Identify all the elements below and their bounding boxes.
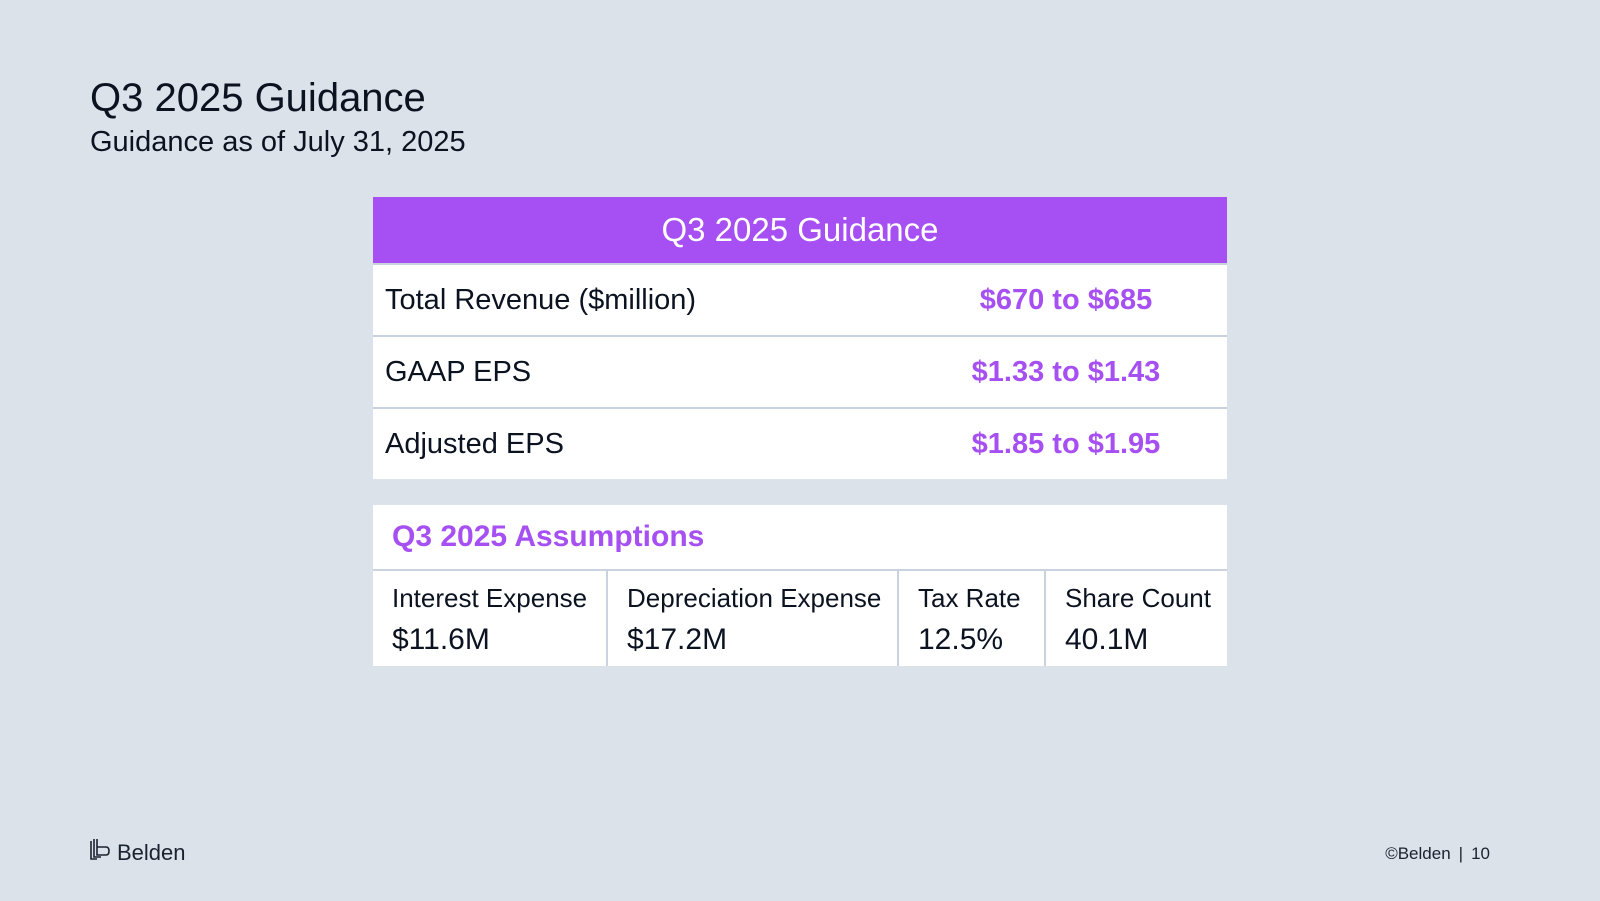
page-subtitle: Guidance as of July 31, 2025 [90,126,466,158]
table-row: GAAP EPS $1.33 to $1.43 [373,335,1227,407]
assumption-label: Depreciation Expense [627,583,882,613]
assumptions-table: Q3 2025 Assumptions Interest Expense $11… [373,505,1227,666]
copyright-text: ©Belden [1385,844,1451,863]
row-value: $1.85 to $1.95 [971,427,1161,460]
belden-logo-icon [89,838,111,868]
assumption-interest-expense: Interest Expense $11.6M [373,571,606,666]
row-value: $670 to $685 [979,283,1153,316]
footer-separator: | [1458,844,1464,863]
assumption-value: $11.6M [392,623,490,656]
page-number: 10 [1471,844,1490,863]
assumptions-title: Q3 2025 Assumptions [373,505,1227,571]
assumption-depreciation-expense: Depreciation Expense $17.2M [606,571,897,666]
assumption-value: 40.1M [1065,623,1149,656]
row-label: GAAP EPS [385,355,532,388]
assumption-label: Share Count [1065,583,1211,613]
row-label: Adjusted EPS [385,427,564,460]
guidance-table: Q3 2025 Guidance Total Revenue ($million… [373,197,1227,479]
guidance-table-header: Q3 2025 Guidance [373,197,1227,263]
page-title: Q3 2025 Guidance [90,76,426,120]
footer-logo: Belden [89,838,186,868]
assumption-label: Tax Rate [918,583,1021,613]
table-row: Total Revenue ($million) $670 to $685 [373,263,1227,335]
assumption-label: Interest Expense [392,583,588,613]
assumption-value: $17.2M [627,623,728,656]
logo-text: Belden [117,840,186,865]
footer-copyright: ©Belden | 10 [1385,844,1490,864]
row-label: Total Revenue ($million) [385,283,697,316]
row-value: $1.33 to $1.43 [971,355,1161,388]
assumption-share-count: Share Count 40.1M [1044,571,1227,666]
assumptions-grid: Interest Expense $11.6M Depreciation Exp… [373,571,1227,666]
assumption-tax-rate: Tax Rate 12.5% [897,571,1044,666]
table-row: Adjusted EPS $1.85 to $1.95 [373,407,1227,479]
assumption-value: 12.5% [918,623,1004,656]
